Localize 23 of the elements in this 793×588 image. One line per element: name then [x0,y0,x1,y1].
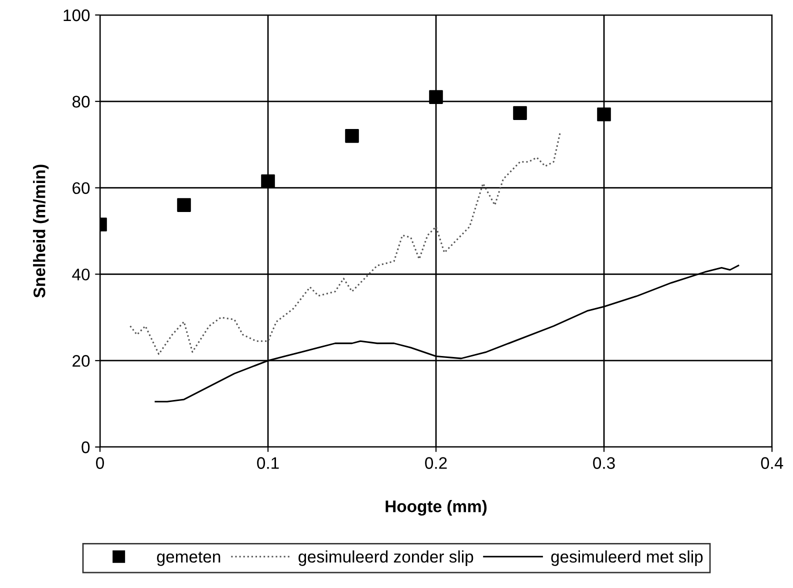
x-tick-label: 0.4 [761,457,784,469]
legend-label: gesimuleerd met slip [551,550,703,566]
point [513,106,527,120]
point [345,129,359,143]
y-tick-label: 100 [64,9,90,22]
point [177,198,191,212]
y-tick-label: 0 [82,441,90,454]
line-series [129,130,562,355]
point [597,107,611,122]
x-tick-label: 0 [96,457,104,469]
y-axis-title: Snelheid (m/min) [33,164,49,298]
y-tick-label: 40 [72,268,90,280]
y-tick-label: 80 [72,96,90,108]
legend-label: gemeten [157,552,220,566]
x-tick-label: 0.2 [425,457,447,469]
x-tick-label: 0.3 [593,457,615,469]
y-tick-label: 60 [72,182,90,194]
y-tick-label: 20 [72,355,90,367]
point [429,90,443,104]
x-axis-title: Hoogte (mm) [386,500,487,516]
x-tick-label: 0.1 [257,457,279,469]
point [261,174,275,188]
legend-label: gesimuleerd zonder slip [298,550,474,566]
